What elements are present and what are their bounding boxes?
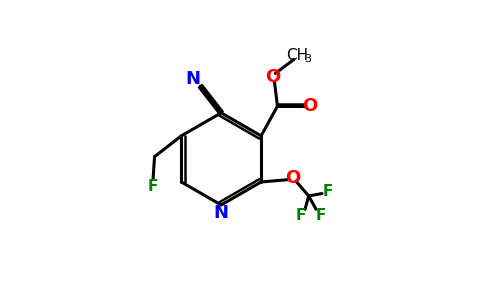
- Text: O: O: [302, 97, 317, 115]
- Text: CH: CH: [287, 48, 308, 63]
- Text: N: N: [214, 204, 229, 222]
- Text: F: F: [316, 208, 326, 223]
- Text: F: F: [148, 179, 158, 194]
- Text: 3: 3: [304, 54, 312, 64]
- Text: N: N: [185, 70, 200, 88]
- Text: O: O: [286, 169, 301, 187]
- Text: F: F: [323, 184, 333, 199]
- Text: F: F: [296, 208, 306, 223]
- Text: O: O: [265, 68, 281, 86]
